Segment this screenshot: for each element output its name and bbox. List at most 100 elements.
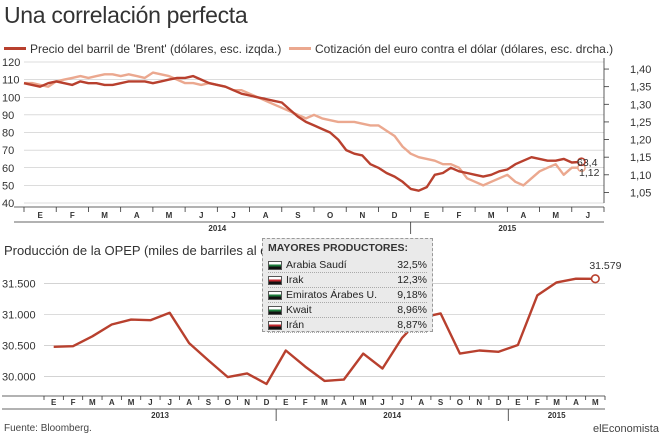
x-tick-label: N [476, 398, 482, 407]
y-right-tick-label: 1,20 [630, 135, 651, 147]
legend-label-euro: Cotización del euro contra el dólar (dól… [315, 42, 614, 56]
producer-share: 12,3% [397, 274, 427, 286]
x-tick-label: M [128, 398, 135, 407]
y-left-tick-label: 70 [2, 145, 14, 157]
x-tick-label: M [592, 398, 599, 407]
x-tick-label: J [400, 398, 404, 407]
x-tick-label: M [101, 211, 108, 220]
x-tick-label: S [295, 211, 301, 220]
y-right-tick-label: 1,05 [630, 187, 651, 199]
x-tick-label: A [109, 398, 115, 407]
series-euro-line [24, 71, 582, 187]
y-right-tick-label: 1,40 [630, 64, 651, 76]
x-tick-label: E [515, 398, 521, 407]
series-opep-line [53, 277, 596, 386]
producer-row: Irán 8,87% [268, 318, 427, 333]
producer-row: Arabia Saudí 32,5% [268, 258, 427, 273]
producer-name: Irán [286, 319, 305, 331]
x-tick-label: J [148, 398, 152, 407]
legend-item-brent: Precio del barril de 'Brent' (dólares, e… [4, 42, 281, 56]
y-left-tick-label: 120 [2, 57, 20, 69]
source-note: Fuente: Bloomberg. [4, 423, 92, 434]
y-right-tick-label: 1,15 [630, 152, 651, 164]
y-tick-label: 30.000 [2, 372, 36, 384]
x-tick-label: S [438, 398, 444, 407]
year-label: 2013 [151, 411, 169, 420]
y-left-tick-label: 40 [2, 198, 14, 210]
legend-swatch-euro [289, 47, 311, 51]
x-tick-label: J [168, 398, 172, 407]
producer-name: Kwait [286, 304, 312, 316]
brent-end-label: 63,4 [577, 157, 598, 169]
x-tick-label: A [134, 211, 140, 220]
chart-title: Una correlación perfecta [4, 2, 248, 28]
flag-uae-icon [268, 290, 282, 300]
y-tick-label: 31.500 [2, 279, 36, 291]
producer-name: Arabia Saudí [286, 259, 347, 271]
x-tick-label: F [303, 398, 308, 407]
producer-name: Emiratos Árabes U. [286, 289, 378, 301]
y-left-tick-label: 100 [2, 92, 20, 104]
x-tick-label: S [206, 398, 212, 407]
legend-item-euro: Cotización del euro contra el dólar (dól… [289, 42, 613, 56]
x-tick-label: A [573, 398, 579, 407]
y-left-tick-label: 110 [2, 75, 20, 87]
x-tick-label: M [89, 398, 96, 407]
y-tick-label: 30.500 [2, 341, 36, 353]
x-tick-label: N [244, 398, 250, 407]
x-tick-label: M [166, 211, 173, 220]
x-tick-label: D [392, 211, 398, 220]
x-tick-label: F [70, 211, 75, 220]
x-tick-label: J [380, 398, 384, 407]
y-right-tick-label: 1,25 [630, 117, 651, 129]
producer-row: Kwait 8,96% [268, 303, 427, 318]
legend-label-brent: Precio del barril de 'Brent' (dólares, e… [30, 42, 282, 56]
producer-share: 8,96% [397, 304, 427, 316]
x-tick-label: E [283, 398, 289, 407]
y-right-tick-label: 1,10 [630, 170, 651, 182]
x-tick-label: A [186, 398, 192, 407]
x-tick-label: A [521, 211, 527, 220]
y-right-tick-label: 1,30 [630, 99, 651, 111]
y-tick-label: 31.000 [2, 310, 36, 322]
x-tick-label: F [457, 211, 462, 220]
x-tick-label: J [231, 211, 235, 220]
x-tick-label: M [552, 211, 559, 220]
flag-saudi-icon [268, 260, 282, 270]
year-label: 2014 [208, 224, 226, 233]
x-tick-label: E [51, 398, 57, 407]
x-tick-label: M [488, 211, 495, 220]
series-brent-line [23, 74, 582, 192]
x-tick-label: M [321, 398, 328, 407]
opep-chart-title: Producción de la OPEP (miles de barriles… [4, 243, 283, 258]
legend-swatch-brent [4, 47, 26, 51]
year-label: 2014 [383, 411, 401, 420]
producer-row: Irak 12,3% [268, 273, 427, 288]
y-right-tick-label: 1,35 [630, 82, 651, 94]
top-producers-list: Arabia Saudí 32,5% Irak 12,3% Emiratos Árabe… [268, 258, 427, 333]
series-brent-end-marker [577, 157, 586, 167]
x-tick-label: F [71, 398, 76, 407]
x-tick-label: N [359, 211, 365, 220]
y-left-tick-label: 80 [2, 128, 14, 140]
x-tick-label: F [535, 398, 540, 407]
flag-iran-icon [268, 320, 282, 330]
x-tick-label: A [263, 211, 269, 220]
producer-share: 32,5% [397, 259, 427, 271]
opep-end-label: 31.579 [589, 260, 621, 272]
x-tick-label: A [418, 398, 424, 407]
y-left-tick-label: 90 [2, 110, 14, 122]
series-opep-end-marker [590, 274, 600, 284]
x-tick-label: E [424, 211, 430, 220]
x-tick-label: M [553, 398, 560, 407]
year-label: 2015 [548, 411, 566, 420]
x-tick-label: M [360, 398, 367, 407]
x-tick-label: A [341, 398, 347, 407]
euro-end-label: 1,12 [579, 167, 600, 179]
x-tick-label: E [37, 211, 43, 220]
flag-kuwait-icon [268, 305, 282, 315]
y-left-tick-label: 50 [2, 180, 14, 192]
producer-share: 8,87% [397, 319, 427, 331]
